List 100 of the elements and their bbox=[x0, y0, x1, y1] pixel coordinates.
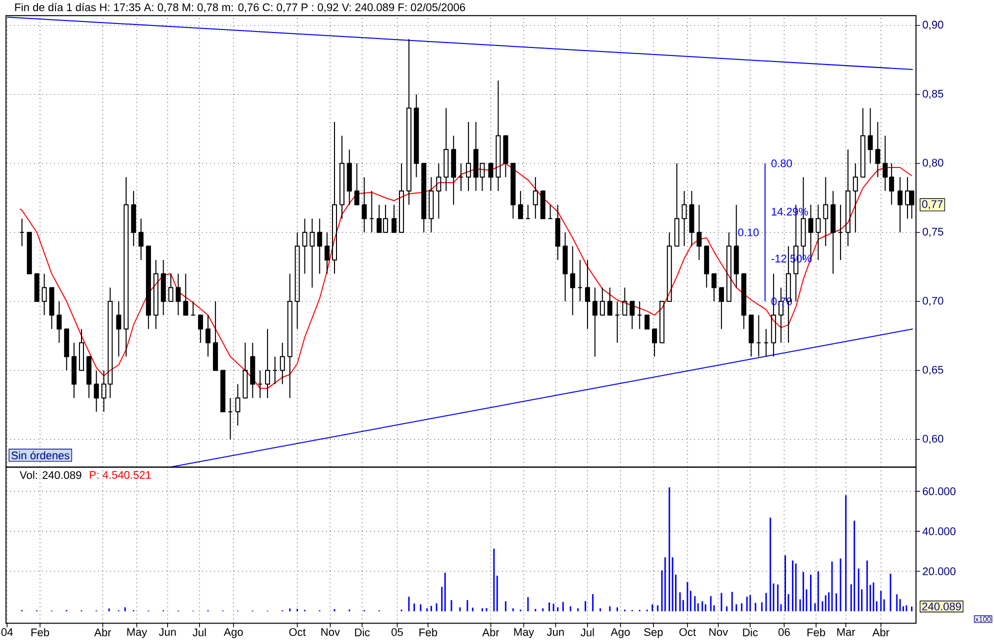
candlestick bbox=[72, 342, 77, 398]
candlestick bbox=[414, 94, 419, 178]
candlestick bbox=[280, 342, 285, 385]
x-tick-label: Ago bbox=[610, 628, 630, 638]
candlestick bbox=[317, 218, 322, 274]
candlestick bbox=[346, 149, 352, 206]
candlestick bbox=[94, 370, 99, 412]
candlestick bbox=[905, 176, 910, 220]
candlestick bbox=[637, 300, 642, 330]
x-tick-label: Abr bbox=[482, 628, 500, 636]
x-tick-label: 05 bbox=[392, 628, 403, 636]
candlestick bbox=[816, 204, 821, 260]
candlestick bbox=[830, 190, 836, 274]
candlestick bbox=[324, 232, 330, 274]
candlestick bbox=[78, 328, 84, 371]
x-tick-label: Jun bbox=[158, 628, 176, 636]
candlestick bbox=[436, 162, 442, 220]
candlestick bbox=[124, 176, 129, 358]
candlestick bbox=[205, 314, 210, 358]
candlestick bbox=[428, 176, 434, 233]
x-tick-label: Jun bbox=[546, 628, 564, 636]
candlestick bbox=[823, 176, 828, 247]
candlestick bbox=[310, 218, 315, 288]
x-tick-label: Oct bbox=[679, 628, 696, 636]
candlestick bbox=[525, 204, 530, 220]
x-tick-label: Dic bbox=[355, 628, 370, 636]
candlestick bbox=[42, 273, 47, 316]
candlestick bbox=[860, 108, 866, 178]
x-tick-label: 04 bbox=[1, 628, 13, 636]
candlestick bbox=[689, 190, 694, 247]
candlestick bbox=[659, 300, 664, 344]
y-tick-label: 40.000 bbox=[922, 527, 956, 536]
x-tick-label: Feb bbox=[808, 628, 826, 636]
x-tick-label: Abr bbox=[872, 628, 890, 636]
x-tick-label: May bbox=[127, 628, 148, 638]
candlestick bbox=[674, 162, 680, 247]
candlestick bbox=[176, 273, 181, 316]
candlestick bbox=[398, 162, 404, 233]
candlestick bbox=[756, 314, 762, 358]
annotation: 240.089 bbox=[922, 602, 961, 610]
x-tick-label: Jul bbox=[192, 628, 206, 636]
annotation: 0.10 bbox=[738, 228, 759, 236]
x-tick-label: Jul bbox=[580, 628, 594, 636]
candlestick bbox=[444, 108, 449, 192]
y-tick-label: 0,75 bbox=[922, 228, 944, 237]
y-tick-label: 0,70 bbox=[922, 296, 944, 306]
candlestick bbox=[592, 287, 598, 358]
y-tick-label: 0,60 bbox=[922, 434, 944, 444]
candlestick bbox=[562, 232, 568, 302]
candlestick bbox=[764, 328, 769, 358]
candlestick bbox=[466, 121, 471, 192]
x-tick-label: Sep bbox=[644, 628, 663, 638]
candlestick bbox=[250, 342, 256, 398]
y-tick-label: 0,90 bbox=[922, 20, 944, 30]
candlestick bbox=[734, 204, 739, 288]
candlestick bbox=[852, 162, 858, 233]
candlestick bbox=[548, 204, 553, 220]
candlestick bbox=[578, 259, 583, 302]
annotation: 0.80 bbox=[771, 159, 792, 168]
x-tick-label: Feb bbox=[31, 628, 50, 636]
candlestick bbox=[458, 162, 464, 192]
x-tick-label: May bbox=[514, 628, 534, 638]
y-tick-label: 0,65 bbox=[922, 366, 944, 375]
candlestick bbox=[287, 273, 292, 398]
x-tick-label: Abr bbox=[94, 628, 112, 636]
candlestick bbox=[235, 384, 240, 426]
candlestick bbox=[532, 176, 538, 220]
candlestick bbox=[302, 218, 308, 274]
chart-title: Vol: 240.089 bbox=[20, 470, 82, 479]
candlestick bbox=[265, 328, 270, 398]
chart-subtitle: P: 4.540.521 bbox=[90, 471, 151, 479]
y-tick-label: 0,85 bbox=[922, 90, 944, 99]
candlestick bbox=[875, 121, 880, 178]
x-tick-label: Nov bbox=[321, 628, 340, 636]
candlestick bbox=[369, 190, 374, 233]
candlestick bbox=[131, 190, 136, 247]
candlestick bbox=[228, 397, 233, 440]
candlestick bbox=[294, 232, 300, 330]
candlestick bbox=[838, 204, 844, 260]
y-tick-label: 60.000 bbox=[922, 487, 956, 496]
candlestick bbox=[242, 342, 248, 398]
candlestick bbox=[726, 232, 732, 302]
candlestick bbox=[332, 121, 338, 274]
candlestick bbox=[362, 176, 367, 233]
candlestick bbox=[898, 176, 903, 233]
candlestick bbox=[451, 135, 456, 206]
annotation: 0,77 bbox=[922, 200, 943, 210]
candlestick bbox=[666, 232, 672, 302]
x-tick-label: Feb bbox=[419, 628, 438, 636]
candlestick bbox=[160, 259, 166, 316]
x-tick-label: Ago bbox=[224, 628, 243, 638]
candlestick bbox=[138, 218, 144, 260]
candlestick bbox=[868, 108, 873, 164]
x-tick-label: Mar bbox=[837, 628, 856, 636]
chart-title: Fin de día 1 días H: 17:35 A: 0,78 M: 0,78 m: 0,76 C: 0,77 P : 0,92 V: 240.089 F: 02/05/2006 bbox=[15, 2, 466, 12]
candlestick bbox=[168, 273, 174, 302]
y-tick-label: 0,80 bbox=[922, 158, 944, 168]
candlestick bbox=[258, 370, 263, 398]
candlestick bbox=[682, 190, 687, 247]
candlestick bbox=[496, 80, 501, 192]
